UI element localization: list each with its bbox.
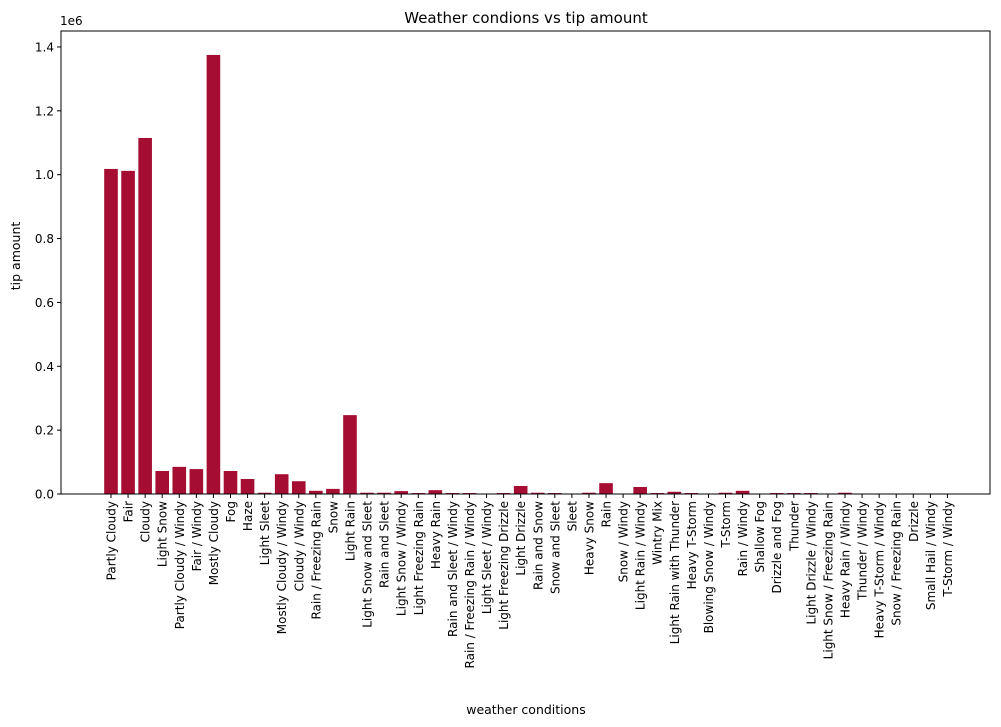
x-tick-label: Snow / Freezing Rain	[890, 501, 904, 626]
x-tick-label: Thunder / Windy	[856, 501, 870, 601]
bar	[428, 490, 443, 494]
x-tick-label: Partly Cloudy	[105, 501, 119, 580]
x-tick-label: Heavy Rain / Windy	[839, 501, 853, 618]
x-tick-label: Rain / Windy	[736, 501, 750, 576]
y-tick-label: 0.6	[35, 296, 54, 310]
bar	[206, 54, 221, 495]
bar	[291, 481, 306, 494]
x-tick-label: Drizzle	[907, 501, 921, 542]
bar	[530, 492, 545, 494]
x-tick-label: Mostly Cloudy	[207, 501, 221, 585]
x-tick-label: Drizzle and Fog	[770, 501, 784, 593]
bar	[326, 488, 340, 494]
bar	[599, 483, 613, 494]
x-tick-label: Snow and Sleet	[548, 501, 562, 594]
bar	[343, 415, 357, 494]
x-tick-label: Rain / Freezing Rain	[309, 501, 323, 620]
x-tick-label: Fair	[122, 501, 136, 522]
x-tick-label: T-Storm	[719, 501, 733, 549]
x-tick-label: Thunder	[787, 501, 801, 552]
bar	[718, 492, 733, 494]
x-tick-label: Fair / Windy	[190, 501, 204, 571]
x-tick-label: Rain and Sleet / Windy	[446, 501, 460, 637]
x-tick-label: Shallow Fog	[753, 501, 767, 573]
bar	[172, 466, 187, 494]
bar	[223, 471, 238, 494]
x-tick-label: Cloudy	[139, 501, 153, 542]
x-tick-label: Mostly Cloudy / Windy	[275, 501, 289, 634]
y-axis: 0.0 0.2 0.4 0.6 0.8 1.0 1.2 1.4	[35, 40, 61, 502]
bar	[155, 471, 170, 494]
y-tick-label: 1.4	[35, 40, 54, 54]
x-tick-label: Light Sleet	[258, 501, 272, 565]
bar	[274, 474, 289, 494]
y-tick-label: 0.0	[35, 488, 54, 502]
x-tick-label: Light Rain / Windy	[634, 501, 648, 610]
x-tick-label: Light Freezing Drizzle	[497, 501, 511, 630]
bar	[257, 492, 272, 494]
x-axis-label: weather conditions	[466, 702, 586, 717]
y-tick-label: 1.2	[35, 104, 54, 118]
bar	[582, 492, 596, 494]
x-tick-label: Snow	[326, 501, 340, 534]
plot-frame	[60, 30, 991, 495]
x-tick-label: Rain and Snow	[531, 501, 545, 590]
bar	[189, 469, 204, 494]
x-tick-label: Light Snow / Windy	[395, 501, 409, 616]
y-tick-label: 0.8	[35, 232, 54, 246]
y-tick-label: 0.2	[35, 424, 54, 438]
x-tick-label: Small Hail / Windy	[924, 501, 938, 610]
x-tick-label: Snow / Windy	[617, 501, 631, 582]
x-tick-label: Light Rain with Thunder	[668, 501, 682, 644]
bar	[735, 490, 750, 494]
bar	[838, 492, 852, 494]
x-tick-label: Blowing Snow / Windy	[702, 501, 716, 633]
bar	[121, 170, 135, 495]
bar	[138, 137, 152, 494]
x-tick-label: Wintry Mix	[651, 501, 665, 565]
bars-group	[104, 54, 955, 495]
x-tick-label: Heavy T-Storm / Windy	[873, 501, 887, 638]
bar	[240, 478, 255, 494]
bar	[377, 492, 391, 494]
x-tick-label: Heavy Snow	[582, 501, 596, 575]
x-tick-label: Rain / Freezing Rain / Windy	[463, 501, 477, 668]
x-tick-label: Light Freezing Rain	[412, 501, 426, 615]
x-tick-label: Heavy Rain	[429, 501, 443, 569]
bar	[309, 490, 323, 494]
x-axis: Partly Cloudy Fair Cloudy Light Snow Partly …	[105, 494, 955, 668]
bar	[667, 491, 682, 494]
x-tick-label: Light Sleet / Windy	[480, 501, 494, 614]
bar	[360, 492, 374, 494]
bar	[633, 486, 647, 494]
y-offset-label: 1e6	[60, 14, 83, 28]
x-tick-label: Rain	[600, 501, 614, 527]
x-tick-label: Light Snow / Freezing Rain	[821, 501, 835, 659]
x-tick-label: Light Snow	[156, 501, 170, 567]
x-tick-label: Light Rain	[343, 501, 357, 561]
x-tick-label: T-Storm / Windy	[941, 501, 955, 598]
x-tick-label: Light Snow and Sleet	[361, 501, 375, 628]
x-tick-label: Sleet	[565, 501, 579, 532]
x-tick-label: Heavy T-Storm	[685, 501, 699, 589]
y-tick-label: 0.4	[35, 360, 54, 374]
x-tick-label: Light Drizzle / Windy	[804, 501, 818, 625]
chart-title: Weather condions vs tip amount	[404, 9, 648, 27]
bar	[394, 491, 408, 494]
x-tick-label: Partly Cloudy / Windy	[173, 501, 187, 629]
bar	[513, 486, 528, 494]
x-tick-label: Cloudy / Windy	[292, 501, 306, 591]
x-tick-label: Rain and Sleet	[378, 501, 392, 588]
x-tick-label: Light Drizzle	[514, 501, 528, 576]
bar	[104, 168, 118, 494]
y-axis-label: tip amount	[8, 222, 23, 291]
x-tick-label: Fog	[224, 501, 238, 522]
x-tick-label: Haze	[241, 501, 255, 531]
y-tick-label: 1.0	[35, 168, 54, 182]
